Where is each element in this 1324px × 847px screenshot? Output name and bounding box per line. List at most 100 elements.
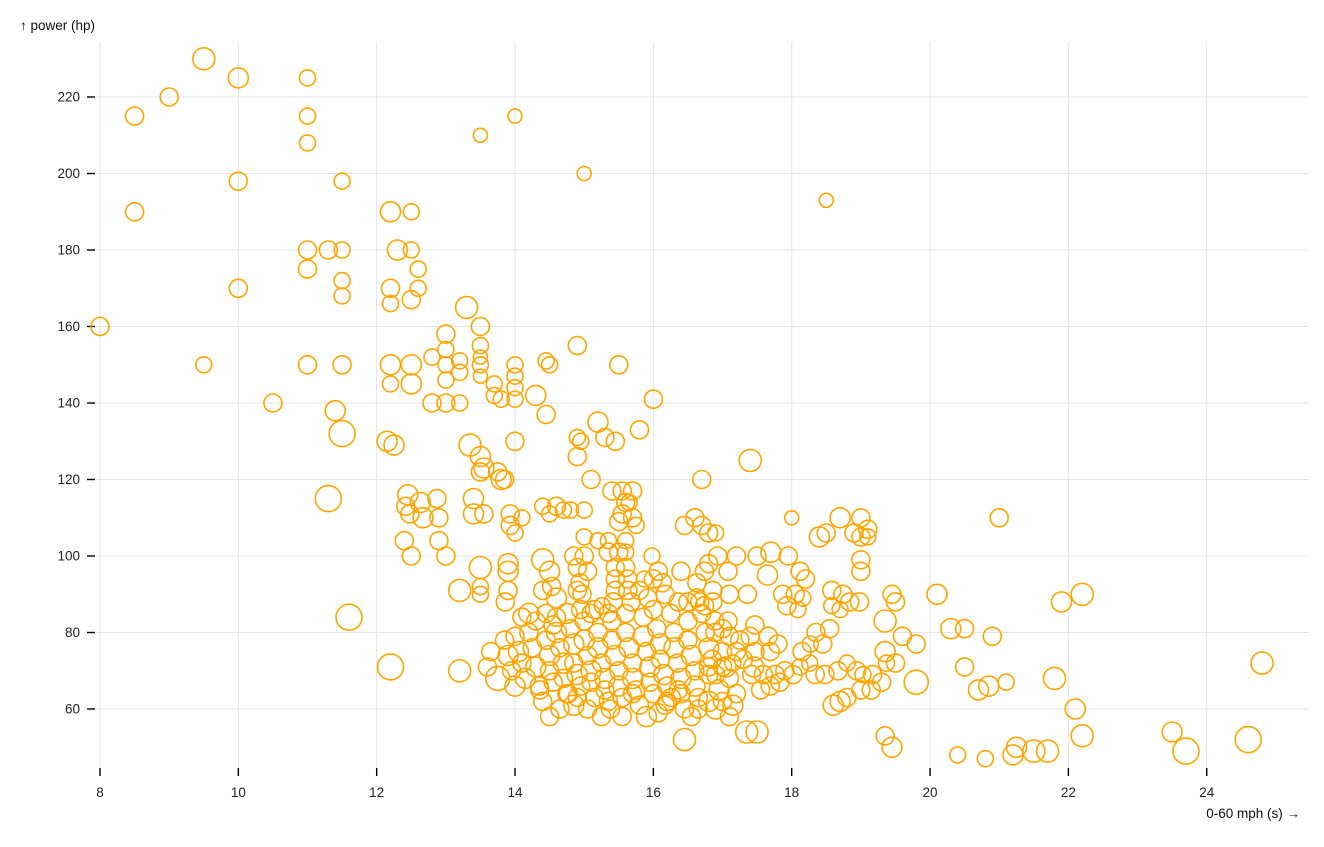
data-point [540, 505, 559, 523]
data-point [599, 531, 618, 550]
data-point [643, 569, 664, 589]
data-point [976, 749, 995, 768]
y-axis-title: ↑ power (hp) [20, 18, 95, 33]
data-point [760, 676, 781, 696]
data-point [192, 46, 216, 71]
data-point [1161, 721, 1183, 743]
data-point [298, 107, 317, 125]
data-point [737, 584, 758, 605]
data-point [989, 507, 1010, 528]
data-point [506, 524, 524, 542]
data-point [447, 658, 472, 683]
data-point [747, 546, 767, 566]
data-point [536, 603, 556, 624]
data-point [857, 519, 878, 540]
data-point [402, 241, 421, 259]
data-point [90, 316, 110, 337]
data-point [851, 527, 871, 547]
data-point [712, 641, 733, 662]
data-point [543, 615, 563, 635]
data-point [477, 657, 498, 677]
data-point [1064, 698, 1087, 720]
data-point [227, 67, 250, 89]
data-point [422, 393, 442, 413]
data-point [874, 640, 896, 663]
data-point [124, 202, 145, 222]
data-point [815, 664, 835, 685]
data-points [90, 46, 1274, 768]
axis-tick-labels: 60 80 100 120 140 160 180 200 220 8 10 12 14 16 18 20 22… [57, 90, 1214, 801]
data-point [570, 676, 591, 696]
data-point [400, 373, 423, 395]
data-point [462, 503, 485, 525]
data-point [409, 491, 432, 514]
data-point [738, 448, 763, 473]
data-point [805, 664, 826, 685]
data-point [506, 390, 524, 409]
data-point [718, 561, 738, 582]
data-point [401, 546, 422, 566]
data-point [604, 644, 627, 667]
data-point [722, 694, 744, 717]
data-point [470, 316, 491, 337]
data-point [298, 134, 317, 152]
data-point [332, 354, 352, 375]
data-point [715, 656, 737, 678]
data-point [618, 636, 641, 659]
data-point [760, 541, 782, 564]
data-point [376, 430, 398, 453]
data-point [668, 592, 689, 612]
data-point [401, 289, 422, 310]
data-point [507, 108, 523, 124]
data-point [997, 673, 1015, 692]
data-point [903, 669, 930, 696]
data-point [552, 652, 575, 674]
data-point [629, 695, 650, 716]
x-tick-label: 8 [96, 785, 104, 800]
data-point [494, 630, 515, 650]
x-tick-label: 12 [369, 785, 384, 800]
data-point [726, 546, 747, 566]
data-point [159, 87, 179, 107]
data-point [702, 649, 723, 670]
data-point [806, 622, 826, 643]
data-point [639, 656, 661, 678]
data-point [756, 564, 779, 586]
data-point [812, 634, 833, 654]
x-tick-label: 16 [646, 785, 661, 800]
data-point [698, 523, 719, 543]
y-tick-label: 180 [57, 243, 80, 258]
data-point [474, 504, 494, 524]
data-point [386, 239, 409, 261]
y-tick-label: 80 [65, 625, 80, 640]
data-point [298, 69, 317, 87]
data-point [687, 588, 707, 608]
data-point [581, 603, 601, 624]
data-point [719, 584, 740, 605]
data-point [567, 335, 588, 356]
data-point [851, 549, 871, 570]
data-point [1035, 739, 1060, 763]
data-point [472, 368, 489, 385]
data-point [575, 528, 594, 546]
data-point [778, 546, 799, 566]
data-point [538, 644, 561, 667]
data-point [622, 653, 643, 673]
data-point [816, 523, 837, 543]
data-point [561, 501, 580, 519]
y-tick-label: 200 [57, 166, 80, 181]
data-point [436, 546, 456, 566]
data-point [861, 680, 882, 700]
data-point [854, 665, 872, 684]
data-point [381, 375, 400, 393]
data-point [501, 660, 522, 681]
data-point [297, 259, 318, 279]
data-point [507, 640, 530, 663]
data-point [745, 720, 769, 744]
data-point [1234, 725, 1262, 754]
data-point [494, 469, 515, 490]
data-point [687, 572, 707, 593]
data-point [615, 603, 636, 624]
data-point [379, 353, 402, 376]
